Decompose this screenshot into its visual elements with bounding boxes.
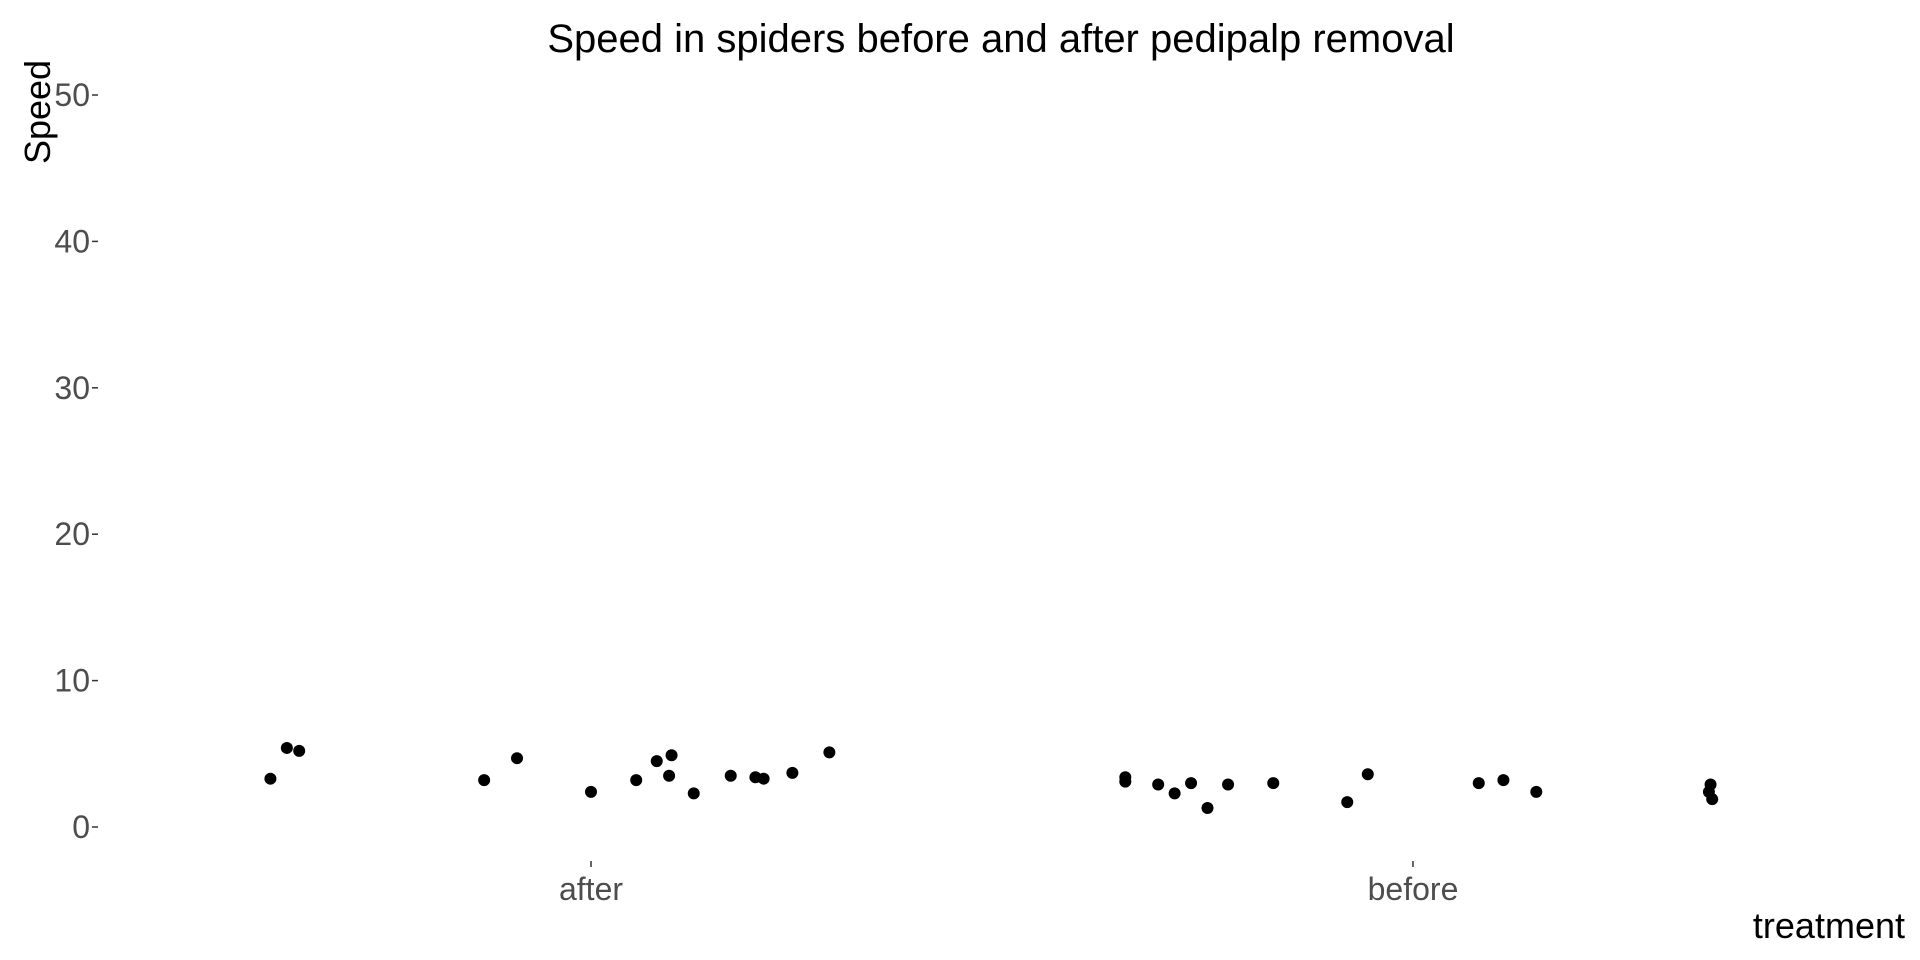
data-point-after — [687, 787, 700, 800]
data-point-after — [757, 772, 770, 785]
x-axis: after before — [559, 861, 1458, 907]
data-point-after — [665, 749, 678, 762]
x-tick-label-before: before — [1368, 871, 1459, 907]
y-tick-label: 30 — [54, 370, 90, 406]
data-point-after — [585, 785, 597, 798]
x-axis-title: treatment — [1753, 905, 1905, 946]
data-point-before — [1361, 768, 1374, 781]
data-point-after — [786, 766, 799, 779]
data-point-before — [1530, 785, 1543, 798]
x-tick-label-after: after — [559, 871, 623, 907]
data-point-before — [1267, 777, 1280, 790]
y-tick-label: 20 — [54, 516, 90, 552]
data-point-before — [1168, 787, 1181, 800]
y-axis-title: Speed — [17, 60, 58, 164]
data-point-before — [1185, 777, 1198, 790]
data-point-before — [1497, 774, 1510, 787]
y-tick-label: 0 — [72, 809, 90, 845]
data-point-before — [1222, 778, 1235, 791]
data-point-after — [478, 774, 491, 787]
y-tick-label: 50 — [54, 77, 90, 113]
data-point-before — [1341, 796, 1354, 809]
data-point-before — [1152, 778, 1165, 791]
y-tick-label: 40 — [54, 223, 90, 259]
data-point-after — [663, 769, 676, 782]
data-point-after — [650, 755, 663, 768]
y-axis: 0 10 20 30 40 50 — [54, 77, 98, 845]
chart-title: Speed in spiders before and after pedipa… — [547, 17, 1454, 61]
data-point-after — [630, 774, 643, 787]
data-point-before — [1119, 775, 1132, 788]
data-point-before — [1472, 777, 1485, 790]
data-point-after — [293, 744, 306, 757]
data-point-before — [1704, 778, 1717, 791]
data-point-after — [264, 772, 277, 785]
data-point-after — [511, 752, 524, 765]
data-point-before — [1201, 801, 1214, 814]
y-tick-label: 10 — [54, 663, 90, 699]
data-point-before — [1706, 793, 1719, 806]
data-point-after — [724, 769, 737, 782]
data-points — [264, 741, 1719, 814]
data-point-after — [280, 741, 293, 754]
data-point-after — [823, 746, 836, 759]
